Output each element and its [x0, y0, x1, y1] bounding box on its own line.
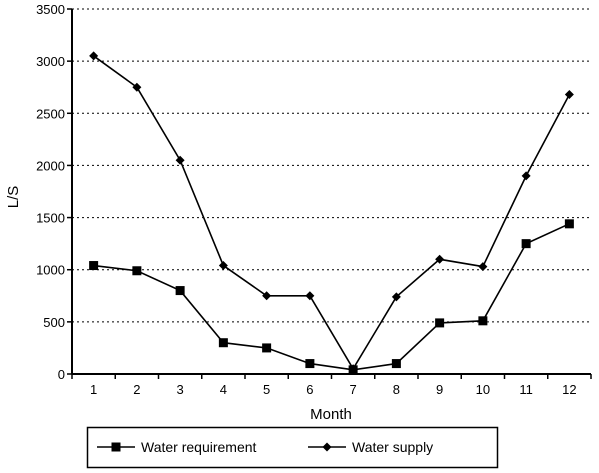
- data-point-water-supply: [521, 171, 531, 181]
- x-tick-label: 12: [562, 382, 576, 397]
- legend-label: Water supply: [352, 439, 433, 455]
- axes: [67, 8, 592, 379]
- data-point-water-requirement: [218, 338, 228, 348]
- x-tick-label: 7: [350, 382, 357, 397]
- data-point-water-requirement: [391, 359, 401, 369]
- series-line-water-requirement: [93, 223, 570, 371]
- y-tick-label: 2000: [36, 158, 65, 173]
- y-tick-label: 3000: [36, 54, 65, 69]
- data-point-water-supply: [564, 90, 574, 100]
- data-point-water-supply: [132, 82, 142, 92]
- x-axis-title: Month: [310, 406, 352, 423]
- legend: Water requirement Water supply: [86, 426, 499, 469]
- x-tick-label: 6: [306, 382, 313, 397]
- data-point-water-requirement: [564, 219, 574, 229]
- legend-label: Water requirement: [141, 439, 257, 455]
- series-lines: [89, 51, 574, 375]
- y-tick-label: 500: [43, 315, 65, 330]
- data-point-water-requirement: [262, 343, 272, 353]
- legend-marker: [111, 442, 121, 452]
- x-tick-label: 9: [436, 382, 443, 397]
- gridlines: [72, 8, 591, 323]
- y-axis-title: L/S: [5, 186, 22, 209]
- y-tick-label: 3500: [36, 2, 65, 17]
- x-tick-label: 4: [220, 382, 227, 397]
- data-point-water-requirement: [435, 318, 445, 328]
- series-water-supply: [89, 51, 574, 374]
- data-point-water-supply: [89, 51, 99, 61]
- data-point-water-supply: [305, 291, 315, 301]
- data-point-water-supply: [218, 261, 228, 271]
- data-point-water-requirement: [175, 286, 185, 296]
- y-tick-label: 0: [58, 367, 65, 382]
- y-tick-label: 2500: [36, 106, 65, 121]
- legend-box: [86, 426, 499, 469]
- data-point-water-requirement: [305, 359, 315, 369]
- y-tick-label: 1000: [36, 263, 65, 278]
- data-point-water-supply: [175, 155, 185, 165]
- data-point-water-supply: [348, 364, 358, 374]
- data-point-water-supply: [435, 254, 445, 264]
- data-point-water-requirement: [132, 266, 142, 276]
- data-point-water-supply: [478, 262, 488, 272]
- x-tick-label: 1: [90, 382, 97, 397]
- series-line-water-supply: [93, 55, 571, 371]
- series-water-requirement: [89, 219, 574, 375]
- x-tick-label: 5: [263, 382, 270, 397]
- data-point-water-requirement: [89, 261, 99, 271]
- x-tick-label: 2: [133, 382, 140, 397]
- legend-item-water-supply: Water supply: [308, 439, 433, 455]
- data-point-water-requirement: [521, 239, 531, 249]
- y-tick-label: 1500: [36, 211, 65, 226]
- legend-item-water-requirement: Water requirement: [97, 439, 257, 455]
- x-tick-label: 8: [393, 382, 400, 397]
- legend-marker: [322, 442, 332, 452]
- x-tick-label: 11: [519, 382, 533, 397]
- x-tick-label: 3: [177, 382, 184, 397]
- data-point-water-supply: [391, 292, 401, 302]
- data-point-water-supply: [262, 291, 272, 301]
- x-tick-label: 10: [476, 382, 490, 397]
- data-point-water-requirement: [478, 316, 488, 326]
